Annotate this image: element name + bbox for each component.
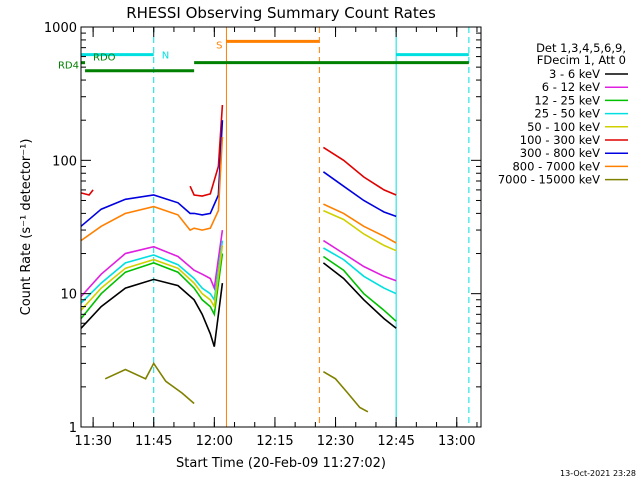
status-label-s: S bbox=[216, 40, 222, 51]
legend-label-50-100-kev: 50 - 100 keV bbox=[527, 120, 600, 134]
legend-label-12-25-kev: 12 - 25 keV bbox=[534, 93, 600, 107]
x-tick-label: 11:45 bbox=[135, 434, 172, 449]
series-line-300-800-kev-0 bbox=[80, 120, 224, 227]
legend-label-3-6-kev: 3 - 6 keV bbox=[549, 67, 600, 81]
legend-label-100-300-kev: 100 - 300 keV bbox=[520, 133, 600, 147]
x-tick-label: 12:00 bbox=[196, 434, 233, 449]
y-tick-label: 1000 bbox=[44, 21, 77, 36]
series-line-100-300-kev-2 bbox=[322, 146, 397, 196]
axes: 11:30 11:45 12:00 12:15 12:30 12:45 13:00 1 10 10… bbox=[44, 21, 481, 449]
status-label-n: N bbox=[162, 51, 169, 62]
legend: Det 1,3,4,5,6,9, FDecim 1, Att 0 3 - 6 k… bbox=[498, 41, 628, 187]
series-line-12-25-kev-0 bbox=[80, 253, 224, 320]
legend-label-25-50-kev: 25 - 50 keV bbox=[534, 107, 600, 121]
x-tick-label: 11:30 bbox=[74, 434, 111, 449]
series-line-6-12-kev-0 bbox=[80, 229, 224, 298]
status-label-rd4: RD4 bbox=[58, 61, 79, 72]
series-line-7000-15000-kev-0 bbox=[104, 361, 195, 405]
plot-frame bbox=[80, 26, 482, 428]
series-line-800-7000-kev-0 bbox=[80, 136, 224, 242]
series-line-800-7000-kev-1 bbox=[323, 203, 397, 244]
status-label-rdo: RDO bbox=[93, 53, 116, 64]
status-bars: N S RDO RD4 bbox=[58, 39, 469, 73]
x-axis-label: Start Time (20-Feb-09 11:27:02) bbox=[176, 456, 386, 471]
series-line-12-25-kev-1 bbox=[322, 255, 397, 322]
chart-title: RHESSI Observing Summary Count Rates bbox=[126, 4, 436, 22]
x-tick-label: 12:45 bbox=[377, 434, 414, 449]
legend-label-300-800-kev: 300 - 800 keV bbox=[520, 146, 600, 160]
series-line-25-50-kev-1 bbox=[323, 247, 397, 295]
series-line-25-50-kev-0 bbox=[80, 240, 224, 304]
y-axis-label: Count Rate (s⁻¹ detector⁻¹) bbox=[19, 139, 34, 316]
legend-header-line2: FDecim 1, Att 0 bbox=[537, 53, 626, 67]
series-line-100-300-kev-1 bbox=[189, 104, 224, 197]
x-tick-label: 12:30 bbox=[317, 434, 354, 449]
series-line-3-6-kev-1 bbox=[322, 262, 397, 329]
series-line-3-6-kev-0 bbox=[80, 278, 224, 347]
x-tick-label: 13:00 bbox=[438, 434, 475, 449]
y-tick-label: 1 bbox=[69, 421, 77, 436]
y-tick-label: 100 bbox=[52, 154, 77, 169]
x-tick-label: 12:15 bbox=[256, 434, 293, 449]
series-line-50-100-kev-1 bbox=[323, 209, 397, 252]
y-tick-label: 10 bbox=[60, 288, 77, 303]
legend-label-6-12-kev: 6 - 12 keV bbox=[542, 80, 600, 94]
series-lines bbox=[80, 104, 397, 413]
vertical-markers bbox=[80, 27, 470, 427]
series-line-100-300-kev-0 bbox=[80, 189, 94, 196]
legend-header-line1: Det 1,3,4,5,6,9, bbox=[536, 41, 626, 55]
footer-date: 13-Oct-2021 23:28 bbox=[560, 469, 636, 478]
legend-label-7000-15000-kev: 7000 - 15000 keV bbox=[498, 173, 600, 187]
series-line-7000-15000-kev-1 bbox=[322, 371, 369, 413]
series-line-6-12-kev-1 bbox=[322, 239, 397, 282]
series-line-50-100-kev-0 bbox=[80, 245, 224, 311]
series-line-300-800-kev-1 bbox=[322, 171, 397, 218]
legend-label-800-7000-kev: 800 - 7000 keV bbox=[512, 159, 600, 173]
